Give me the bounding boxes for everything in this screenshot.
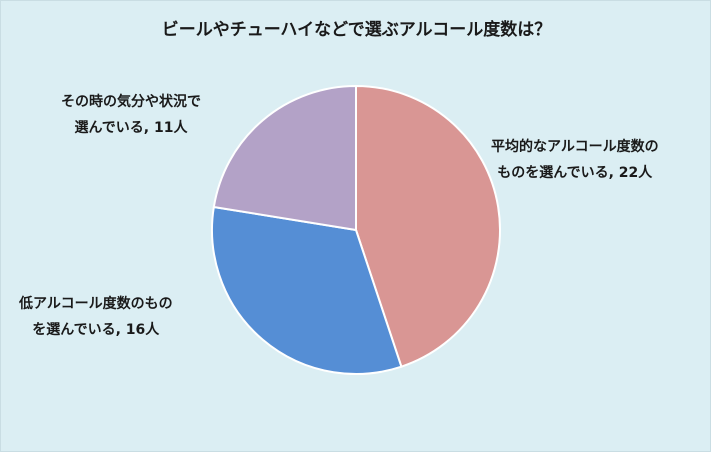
slice-label-low: 低アルコール度数のもの を選んでいる, 16人 <box>19 296 173 338</box>
slice-mood <box>212 84 357 232</box>
slice-average <box>355 84 501 368</box>
slice-label-mood: その時の気分や状況で 選んでいる, 11人 <box>61 94 201 136</box>
slice-low <box>211 205 403 375</box>
chart-title: ビールやチューハイなどで選ぶアルコール度数は？ <box>161 20 552 40</box>
slice-label-average: 平均的なアルコール度数の ものを選んでいる, 22人 <box>491 139 659 181</box>
